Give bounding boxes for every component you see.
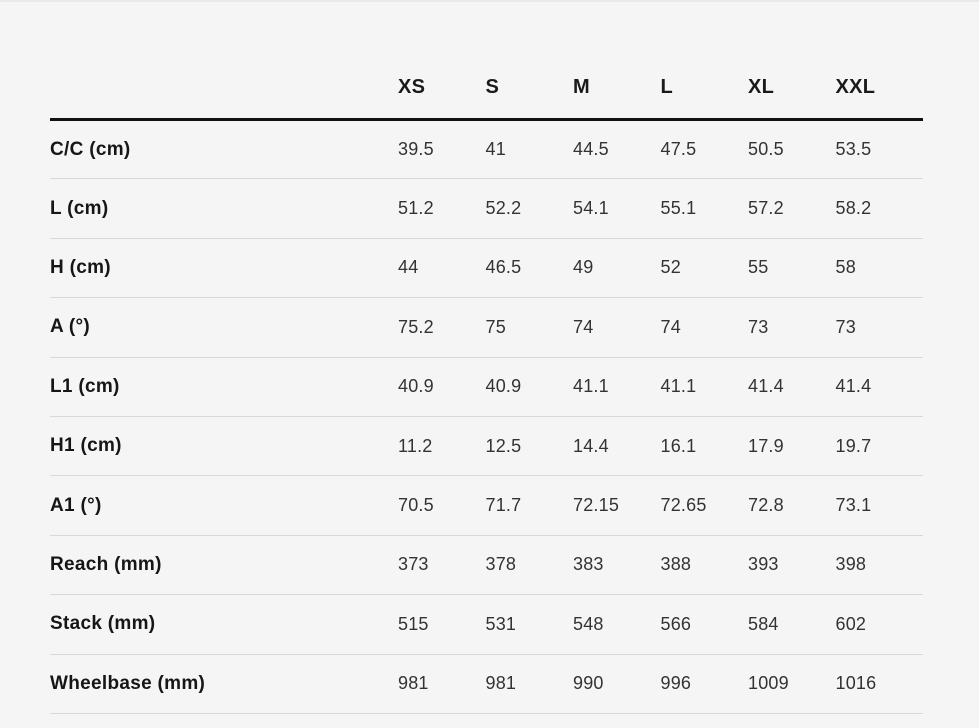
table-row: H1 (cm) 11.2 12.5 14.4 16.1 17.9 19.7 xyxy=(50,416,923,477)
table-cell: 55 xyxy=(748,238,836,299)
table-cell: 40.9 xyxy=(398,357,486,417)
table-cell: 584 xyxy=(748,594,836,655)
table-cell: 14.4 xyxy=(573,416,661,477)
table-row: L1 (cm) 40.9 40.9 41.1 41.1 41.4 41.4 xyxy=(50,357,923,417)
table-row: H (cm) 44 46.5 49 52 55 58 xyxy=(50,238,923,299)
row-label-header-blank xyxy=(50,2,398,121)
table-cell: 47.5 xyxy=(660,119,748,180)
table-cell: 41 xyxy=(485,119,573,180)
column-header-xxl: XXL xyxy=(835,2,923,121)
row-label: C/C (cm) xyxy=(50,119,398,180)
table-cell: 54.1 xyxy=(573,178,661,239)
table-cell: 52.2 xyxy=(485,178,573,239)
table-cell: 388 xyxy=(660,535,748,596)
column-header-l: L xyxy=(660,2,748,121)
table-cell: 981 xyxy=(398,654,486,714)
table-cell: 57.2 xyxy=(748,178,836,239)
table-cell: 1009 xyxy=(748,654,836,714)
table-cell: 72.65 xyxy=(660,475,748,536)
size-header-row: XS S M L XL XXL xyxy=(50,2,923,121)
row-label: Reach (mm) xyxy=(50,535,398,596)
table-row: Stack (mm) 515 531 548 566 584 602 xyxy=(50,594,923,655)
table-cell: 74 xyxy=(573,297,661,358)
table-cell: 72.8 xyxy=(748,475,836,536)
table-cell: 383 xyxy=(573,535,661,596)
row-label: A (°) xyxy=(50,297,398,358)
table-cell: 72.15 xyxy=(573,475,661,536)
table-cell: 49 xyxy=(573,238,661,299)
table-cell: 17.9 xyxy=(748,416,836,477)
table-cell: 378 xyxy=(485,535,573,596)
table-cell: 71.7 xyxy=(485,475,573,536)
table-cell: 73.1 xyxy=(835,475,923,536)
table-cell: 19.7 xyxy=(835,416,923,477)
geometry-table: XS S M L XL XXL C/C (cm) 39.5 41 44.5 47.5 50.5 53.… xyxy=(50,2,923,714)
table-cell: 373 xyxy=(398,535,486,596)
table-cell: 531 xyxy=(485,594,573,655)
table-cell: 1016 xyxy=(835,654,923,714)
table-cell: 16.1 xyxy=(660,416,748,477)
column-header-xs: XS xyxy=(398,2,486,121)
table-cell: 39.5 xyxy=(398,119,486,180)
table-cell: 398 xyxy=(835,535,923,596)
row-label: L1 (cm) xyxy=(50,357,398,417)
table-cell: 73 xyxy=(748,297,836,358)
table-cell: 52 xyxy=(660,238,748,299)
table-cell: 58 xyxy=(835,238,923,299)
table-cell: 41.4 xyxy=(748,357,836,417)
table-cell: 58.2 xyxy=(835,178,923,239)
size-geometry-section: XS S M L XL XXL C/C (cm) 39.5 41 44.5 47.5 50.5 53.… xyxy=(0,2,979,714)
row-label: H1 (cm) xyxy=(50,416,398,477)
row-label: Stack (mm) xyxy=(50,594,398,655)
table-cell: 566 xyxy=(660,594,748,655)
table-cell: 41.1 xyxy=(660,357,748,417)
table-cell: 12.5 xyxy=(485,416,573,477)
row-label: Wheelbase (mm) xyxy=(50,654,398,714)
table-cell: 46.5 xyxy=(485,238,573,299)
table-cell: 996 xyxy=(660,654,748,714)
table-row: A (°) 75.2 75 74 74 73 73 xyxy=(50,297,923,358)
table-cell: 40.9 xyxy=(485,357,573,417)
column-header-m: M xyxy=(573,2,661,121)
table-cell: 548 xyxy=(573,594,661,655)
column-header-xl: XL xyxy=(748,2,836,121)
table-row: A1 (°) 70.5 71.7 72.15 72.65 72.8 73.1 xyxy=(50,475,923,536)
table-row: Wheelbase (mm) 981 981 990 996 1009 1016 xyxy=(50,654,923,714)
table-cell: 51.2 xyxy=(398,178,486,239)
table-cell: 70.5 xyxy=(398,475,486,536)
table-cell: 602 xyxy=(835,594,923,655)
table-cell: 515 xyxy=(398,594,486,655)
table-cell: 75.2 xyxy=(398,297,486,358)
table-row: Reach (mm) 373 378 383 388 393 398 xyxy=(50,535,923,596)
table-cell: 981 xyxy=(485,654,573,714)
table-cell: 55.1 xyxy=(660,178,748,239)
geometry-table-body: C/C (cm) 39.5 41 44.5 47.5 50.5 53.5 L (cm) 51.2… xyxy=(50,119,923,714)
row-label: A1 (°) xyxy=(50,475,398,536)
table-cell: 50.5 xyxy=(748,119,836,180)
table-cell: 75 xyxy=(485,297,573,358)
table-cell: 44 xyxy=(398,238,486,299)
row-label: L (cm) xyxy=(50,178,398,239)
table-cell: 44.5 xyxy=(573,119,661,180)
table-row: C/C (cm) 39.5 41 44.5 47.5 50.5 53.5 xyxy=(50,119,923,180)
table-row: L (cm) 51.2 52.2 54.1 55.1 57.2 58.2 xyxy=(50,178,923,239)
table-cell: 11.2 xyxy=(398,416,486,477)
table-cell: 41.4 xyxy=(835,357,923,417)
table-cell: 73 xyxy=(835,297,923,358)
table-cell: 53.5 xyxy=(835,119,923,180)
table-cell: 393 xyxy=(748,535,836,596)
column-header-s: S xyxy=(485,2,573,121)
row-label: H (cm) xyxy=(50,238,398,299)
table-cell: 41.1 xyxy=(573,357,661,417)
table-cell: 74 xyxy=(660,297,748,358)
table-cell: 990 xyxy=(573,654,661,714)
